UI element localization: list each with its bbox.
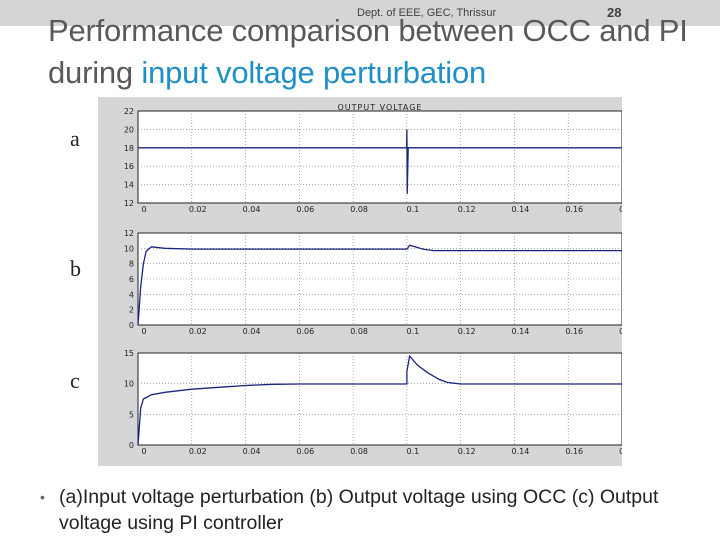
x-tick-label: 0.04 [243,327,261,336]
x-tick-label: 0.12 [458,327,476,336]
y-tick-label: 10 [124,380,134,389]
x-tick-label: 0.06 [296,205,314,214]
y-tick-label: 14 [124,181,134,190]
y-tick-label: 10 [124,244,134,253]
title-line-2-highlight: input voltage perturbation [141,55,487,90]
x-tick-label: 0.06 [296,447,314,456]
x-tick-label: 0.02 [189,205,207,214]
plot-area-1 [137,110,622,204]
x-tick-label: 0.14 [512,327,530,336]
series-line-1 [138,129,622,194]
y-tick-label: 6 [129,275,134,284]
x-tick-label: 0.1 [407,205,420,214]
panel-label-b: b [70,256,81,281]
title-line-1: Performance comparison between OCC and P… [48,13,688,48]
caption: • (a)Input voltage perturbation (b) Outp… [40,484,680,536]
x-tick-label: 0.1 [407,447,420,456]
bullet-icon: • [40,489,45,505]
title-line-2-plain: during [48,55,142,90]
x-tick-label: 0.18 [619,447,622,456]
y-tick-label: 18 [124,144,134,153]
x-tick-label: 0 [141,205,146,214]
x-tick-label: 0.16 [565,327,583,336]
x-tick-label: 0.04 [243,447,261,456]
series-line-2 [137,244,622,326]
y-tick-label: 20 [124,125,134,134]
x-tick-label: 0.04 [243,205,261,214]
x-tick-label: 0.02 [189,447,207,456]
header-bar [0,0,720,26]
plot-title: OUTPUT VOLTAGE [338,103,423,112]
simulation-plots: 00.020.040.060.080.10.120.140.160.181214… [124,103,622,456]
panel-label-a: a [70,126,80,151]
y-tick-label: 15 [124,349,134,358]
plot-area-2 [137,232,622,326]
x-tick-label: 0.1 [407,327,420,336]
department-label: Dept. of EEE, GEC, Thrissur [357,7,497,19]
slide-title: Performance comparison between OCC and P… [48,10,688,94]
panel-label-c: c [70,368,80,393]
x-tick-label: 0.08 [350,447,368,456]
x-tick-label: 0.12 [458,447,476,456]
y-tick-label: 0 [129,321,134,330]
x-tick-label: 0.16 [565,447,583,456]
y-tick-label: 2 [129,306,134,315]
x-tick-label: 0.18 [619,327,622,336]
x-tick-label: 0.08 [350,327,368,336]
x-tick-label: 0 [141,327,146,336]
y-tick-label: 12 [124,199,134,208]
plot-area-3 [137,352,622,446]
y-tick-label: 8 [129,260,134,269]
y-tick-label: 22 [124,107,134,116]
x-tick-label: 0.16 [565,205,583,214]
y-tick-label: 5 [129,410,134,419]
x-tick-label: 0.08 [350,205,368,214]
y-tick-label: 0 [129,441,134,450]
x-tick-label: 0.12 [458,205,476,214]
x-tick-label: 0.14 [512,447,530,456]
y-tick-label: 16 [124,162,134,171]
x-tick-label: 0.02 [189,327,207,336]
title-line-2: during input voltage perturbation [48,52,688,94]
x-tick-label: 0 [141,447,146,456]
y-tick-label: 4 [129,290,134,299]
series-line-3 [137,354,622,446]
x-tick-label: 0.14 [512,205,530,214]
slide-number: 28 [607,5,622,20]
x-tick-label: 0.18 [619,205,622,214]
simulation-figure: 00.020.040.060.080.10.120.140.160.181214… [98,97,622,466]
caption-text: (a)Input voltage perturbation (b) Output… [59,486,659,534]
y-tick-label: 12 [124,229,134,238]
x-tick-label: 0.06 [296,327,314,336]
